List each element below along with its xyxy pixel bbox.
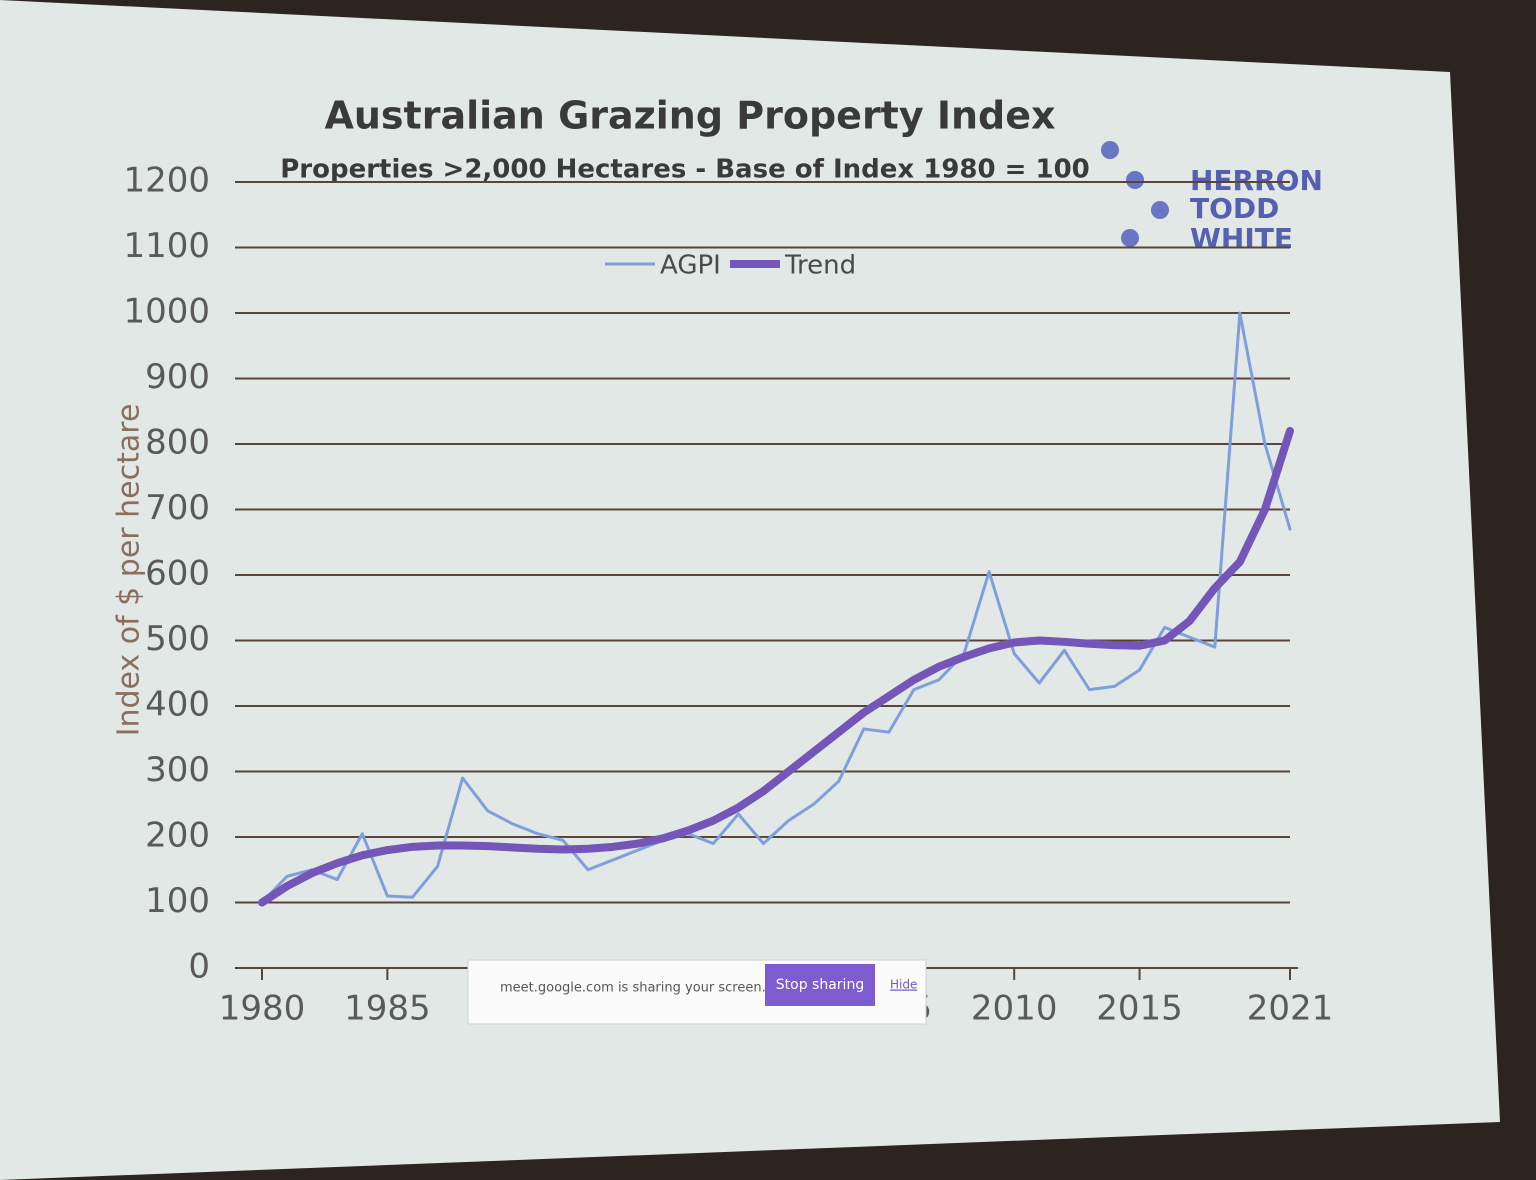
logo-text: WHITE [1190,222,1293,255]
y-tick-label: 1000 [123,292,210,332]
legend-label: AGPI [660,251,721,281]
plot: 0 100 200 300 400 500 600 700 800 900 1000 1100 1200… [123,161,1333,1029]
logo-text: HERRON [1190,164,1323,197]
y-tick-label: 700 [145,488,210,528]
line-series [260,311,1292,904]
x-tick-label: 1980 [219,989,306,1029]
y-axis-label: Index of $ per hectare [112,404,147,737]
logo-dot [1126,171,1144,189]
x-tick-label: 2021 [1247,989,1334,1029]
stop-sharing-button[interactable] [765,964,875,1006]
logo-dot [1101,141,1119,159]
logo-dot [1151,201,1169,219]
share-message: meet.google.com is sharing your screen. [500,981,766,996]
chart-title: Australian Grazing Property Index [324,94,1055,138]
chart-subtitle: Properties >2,000 Hectares - Base of Ind… [280,155,1090,185]
y-tick-label: 1100 [123,226,210,266]
legend-label: Trend [784,251,856,281]
y-tick-label: 400 [145,685,210,725]
y-tick-label: 500 [145,619,210,659]
y-tick-label: 900 [145,357,210,397]
logo-dot [1121,229,1139,247]
y-tick-label: 200 [145,816,210,856]
y-tick-label: 1200 [123,161,210,201]
stop-sharing-label[interactable]: Stop sharing [776,977,864,993]
y-tick-label: 600 [145,554,210,594]
logo-text: TODD [1190,192,1279,225]
y-tick-label: 100 [145,881,210,921]
x-tick-label: 1985 [344,989,431,1029]
x-tick-label: 2015 [1096,989,1183,1029]
y-tick-label: 800 [145,423,210,463]
share-bar: meet.google.com is sharing your screen. … [467,959,927,1025]
x-tick-label: 2010 [971,989,1058,1029]
line-series [258,426,1294,907]
logo: HERRON TODD WHITE [1101,141,1323,255]
hide-link[interactable]: Hide [890,978,917,992]
slide [0,0,1500,1180]
y-tick-label: 300 [145,750,210,790]
y-tick-label: 0 [188,947,210,987]
